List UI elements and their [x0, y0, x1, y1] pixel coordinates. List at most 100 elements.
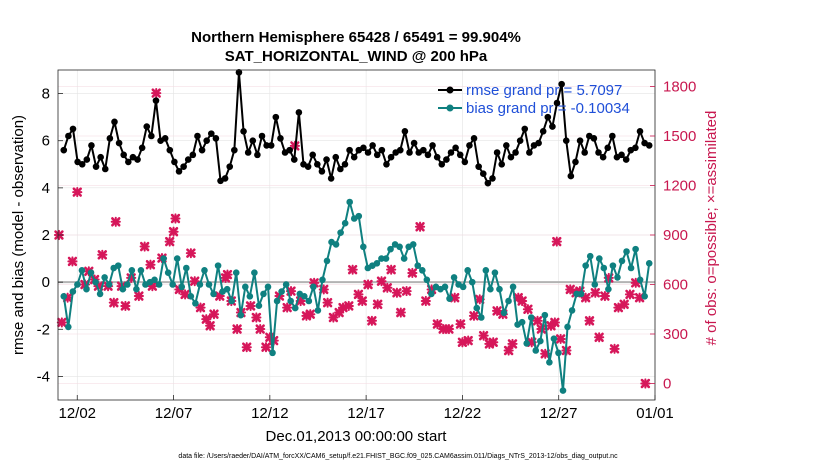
bias-point — [65, 323, 72, 331]
y2-axis-label: # of obs: o=possible; ×=assimilated — [703, 111, 720, 346]
rmse-point — [599, 153, 607, 161]
rmse-point — [503, 142, 510, 149]
rmse-point — [544, 113, 552, 121]
bias-point — [114, 262, 122, 269]
rmse-point — [286, 146, 293, 154]
rmse-point — [258, 132, 266, 140]
bias-point — [74, 281, 81, 288]
bias-point — [509, 283, 517, 291]
bias-point — [124, 281, 131, 288]
rmse-point — [226, 163, 234, 170]
rmse-point — [383, 160, 390, 168]
bias-point — [537, 337, 544, 345]
rmse-point — [401, 127, 409, 135]
obs-count-point — [619, 299, 630, 310]
obs-count-point — [478, 330, 489, 341]
bias-point — [246, 292, 254, 300]
bias-point — [310, 283, 317, 291]
rmse-point — [184, 156, 192, 163]
rmse-point — [350, 153, 358, 161]
obs-count-point — [139, 241, 150, 252]
obs-count-point — [56, 317, 67, 328]
bias-point — [387, 245, 394, 253]
obs-count-point — [420, 295, 431, 307]
y-axis-label: rmse and bias (model - observation) — [10, 115, 27, 355]
bias-point — [105, 281, 113, 288]
bias-point — [260, 290, 267, 298]
rmse-point — [567, 172, 575, 180]
bias-point — [337, 229, 344, 236]
rmse-point — [461, 158, 469, 166]
obs-count-point — [151, 88, 162, 99]
bias-point — [478, 314, 485, 321]
obs-count-point — [455, 319, 466, 330]
rmse-point — [489, 175, 496, 182]
obs-count-point — [282, 302, 293, 313]
rmse-point — [346, 146, 353, 154]
rmse-point — [466, 142, 473, 149]
bias-point — [636, 276, 644, 284]
rmse-point — [590, 135, 598, 142]
rmse-point — [558, 80, 565, 88]
rmse-point — [125, 158, 132, 166]
bias-point — [623, 248, 630, 255]
bias-point — [500, 309, 508, 317]
obs-count-point — [362, 279, 374, 290]
y-axis-ticks: -4 -2 0 2 4 6 8 — [37, 86, 63, 385]
bias-point — [255, 302, 263, 310]
obs-count-point — [260, 342, 272, 353]
bias-point — [527, 314, 535, 321]
rmse-point — [595, 149, 602, 156]
bias-point — [382, 255, 390, 262]
rmse-point — [553, 99, 561, 107]
rmse-point — [207, 130, 215, 137]
obs-count-point — [164, 236, 175, 247]
y2-axis-ticks: 0 300 600 900 1200 1500 1800 — [650, 79, 696, 393]
obs-count-point — [222, 269, 233, 280]
bias-point — [618, 257, 626, 265]
bias-point — [346, 198, 353, 206]
rmse-point — [290, 156, 298, 163]
rmse-point — [203, 137, 210, 145]
rmse-point — [475, 163, 482, 170]
obs-count-point — [232, 323, 243, 335]
rmse-point — [212, 135, 220, 142]
chart-subtitle: SAT_HORIZONTAL_WIND @ 200 hPa — [225, 48, 488, 65]
rmse-point — [470, 135, 478, 142]
rmse-point — [424, 151, 432, 159]
y2-tick-label: 900 — [663, 227, 688, 244]
rmse-point — [231, 146, 238, 154]
legend-bias-label: bias grand pr = -0.10034 — [466, 100, 630, 117]
bias-point — [546, 358, 553, 366]
y2-tick-label: 600 — [663, 277, 688, 294]
obs-count-point — [205, 320, 216, 331]
rmse-point — [65, 132, 72, 140]
rmse-point — [447, 149, 455, 156]
legend-bias-marker — [446, 104, 454, 112]
bias-point — [468, 278, 476, 286]
rmse-point — [318, 168, 326, 175]
y2-tick-label: 300 — [663, 326, 688, 343]
bias-point — [60, 292, 68, 300]
legend-rmse-label: rmse grand pr = 5.7097 — [466, 82, 622, 99]
x-tick-label: 12/02 — [58, 405, 96, 422]
bias-point — [228, 297, 235, 305]
rmse-point — [88, 142, 95, 149]
bias-point — [196, 281, 204, 288]
rmse-point — [120, 151, 128, 159]
obs-count-point — [366, 315, 377, 326]
obs-count-point — [357, 295, 368, 307]
rmse-point — [198, 146, 206, 154]
bias-point — [373, 259, 381, 267]
bias-point — [541, 311, 549, 319]
bias-point — [641, 292, 648, 300]
rmse-point — [410, 139, 418, 147]
rmse-series — [60, 69, 653, 187]
obs-count-point — [590, 287, 601, 298]
bias-point — [396, 243, 403, 251]
obs-count-point — [120, 300, 131, 312]
bias-point — [164, 269, 172, 277]
y2-tick-label: 1800 — [663, 79, 696, 96]
obs-count-point — [241, 342, 252, 353]
bias-point — [305, 297, 313, 305]
